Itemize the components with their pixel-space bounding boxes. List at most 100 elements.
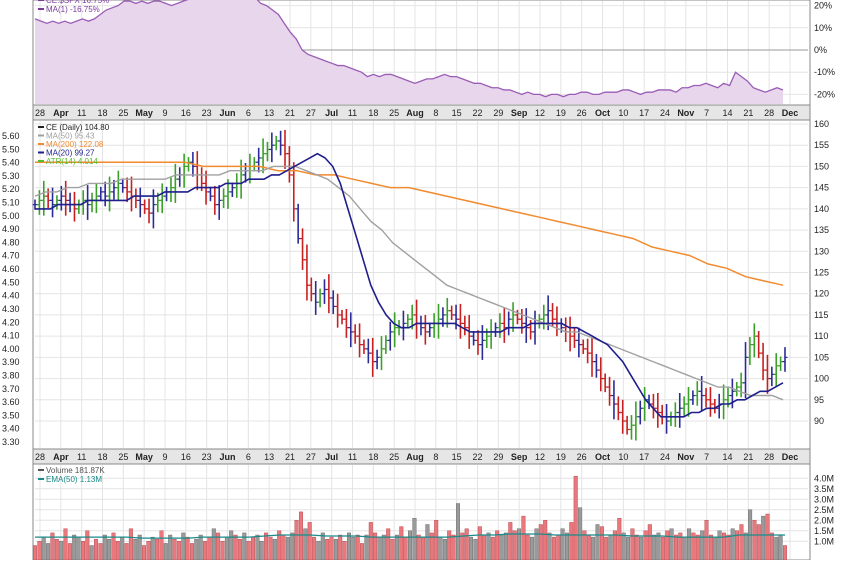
date-tick-label: 11 — [77, 452, 86, 462]
volume-bar — [224, 536, 229, 561]
relative-date-strip — [32, 104, 811, 121]
date-tick-label: 23 — [202, 452, 212, 462]
date-tick-label: 7 — [704, 108, 709, 118]
price-right-tick: 115 — [814, 310, 828, 320]
date-tick-label: 18 — [97, 452, 107, 462]
date-tick-label: 22 — [472, 452, 482, 462]
volume-bar — [460, 532, 465, 561]
volume-bar — [85, 530, 90, 561]
volume-legend-label: Volume 181.87K — [46, 466, 105, 475]
price-left-tick: 5.30 — [2, 171, 20, 181]
volume-bar — [33, 545, 38, 561]
relative-area-fill — [35, 0, 783, 104]
volume-bar — [360, 543, 365, 561]
relative-legend-label: MA(1) -16.75% — [46, 5, 100, 14]
relative-legend-label: CE:$SPX 16.75% — [46, 0, 109, 5]
volume-bar — [89, 545, 94, 561]
date-tick-label: Aug — [406, 108, 424, 118]
price-left-tick: 4.20 — [2, 317, 20, 327]
volume-bar — [146, 541, 151, 561]
volume-axis-tick: 1.5M — [814, 526, 834, 536]
date-tick-label: 26 — [577, 452, 587, 462]
relative-performance-series — [34, 0, 784, 104]
volume-bar — [255, 534, 260, 561]
volume-bar — [272, 539, 277, 561]
volume-series — [33, 476, 788, 561]
ma20-line — [35, 152, 784, 418]
price-left-tick: 3.70 — [2, 384, 20, 394]
relative-axis-tick: -20% — [814, 89, 835, 99]
volume-bar — [377, 536, 382, 561]
date-tick-label: Apr — [53, 108, 69, 118]
volume-bar — [176, 541, 181, 561]
volume-bar — [168, 534, 173, 561]
volume-bar — [743, 532, 748, 561]
price-right-tick: 120 — [814, 289, 829, 299]
volume-axis-tick: 2.5M — [814, 505, 834, 515]
volume-bar — [259, 541, 264, 561]
volume-bar — [730, 528, 735, 561]
date-tick-label: 15 — [452, 108, 462, 118]
date-tick-label: 7 — [704, 452, 709, 462]
price-legend-label: CE (Daily) 104.80 — [46, 123, 110, 132]
volume-bar — [403, 536, 408, 561]
volume-bar — [294, 520, 299, 561]
volume-bar — [381, 534, 386, 561]
volume-bar — [652, 534, 657, 561]
volume-bar — [752, 520, 757, 561]
volume-bar — [107, 539, 112, 561]
volume-bar — [674, 534, 679, 561]
volume-bar — [399, 526, 404, 561]
volume-bar — [386, 528, 391, 561]
price-left-tick: 4.70 — [2, 251, 20, 261]
date-tick-label: 15 — [452, 452, 462, 462]
price-right-tick: 155 — [814, 140, 829, 150]
volume-bar — [456, 503, 461, 561]
volume-bar — [556, 534, 561, 561]
volume-bar — [150, 536, 155, 561]
volume-bar — [778, 534, 783, 561]
volume-bar — [617, 518, 622, 561]
date-tick-label: 14 — [722, 108, 732, 118]
date-tick-label: Nov — [677, 108, 694, 118]
date-tick-label: Dec — [782, 108, 799, 118]
relative-axis-tick: -10% — [814, 67, 835, 77]
volume-bar — [233, 534, 238, 561]
date-tick-label: 9 — [162, 108, 167, 118]
volume-bar — [41, 536, 46, 561]
date-tick-label: 11 — [348, 452, 357, 462]
price-series — [32, 129, 788, 441]
price-right-tick: 90 — [814, 416, 824, 426]
volume-bar — [133, 539, 138, 561]
date-tick-label: 6 — [246, 452, 251, 462]
date-tick-label: 12 — [535, 108, 545, 118]
date-tick-label: 28 — [764, 108, 774, 118]
volume-bar — [490, 536, 495, 561]
volume-bar — [163, 543, 168, 561]
volume-bar — [713, 536, 718, 561]
volume-ema-line — [35, 533, 785, 539]
volume-axis-tick: 1.0M — [814, 536, 834, 546]
volume-bar — [342, 541, 347, 561]
date-tick-label: 25 — [389, 452, 399, 462]
volume-bar — [525, 534, 530, 561]
volume-bar — [72, 534, 77, 561]
volume-bar — [578, 507, 583, 561]
volume-bar — [665, 530, 670, 561]
volume-bar — [656, 532, 661, 561]
volume-bar — [237, 539, 242, 561]
price-right-tick: 110 — [814, 331, 828, 341]
price-left-tick: 4.90 — [2, 224, 20, 234]
volume-bar — [503, 532, 508, 561]
price-left-tick: 4.40 — [2, 291, 20, 301]
volume-bar — [320, 532, 325, 561]
volume-bar — [565, 532, 570, 561]
volume-bar — [281, 534, 286, 561]
price-right-tick: 145 — [814, 183, 829, 193]
date-tick-label: Jun — [219, 108, 235, 118]
volume-bar — [137, 534, 142, 561]
date-tick-label: 18 — [97, 108, 107, 118]
volume-bar — [246, 541, 251, 561]
